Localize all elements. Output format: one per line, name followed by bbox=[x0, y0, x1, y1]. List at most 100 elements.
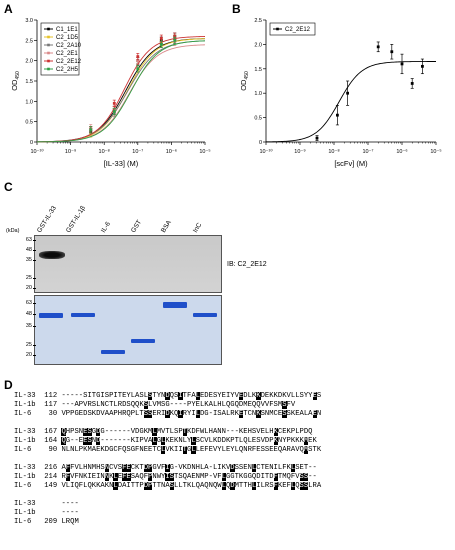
lane-label: GST-IL-1β bbox=[65, 204, 87, 234]
lane-label: InC bbox=[192, 221, 204, 234]
alignment-row: IL-6 149 VLIQFLQKKAKNLDAITTPDPTTNASLLTKL… bbox=[14, 482, 321, 491]
sequence-residues: VLIQFLQKKAKNLDAITTPDPTTNASLLTKLQAQNQWLQD… bbox=[61, 482, 322, 490]
kda-marker: 20 bbox=[25, 285, 32, 291]
x-tick-label: 10⁻⁵ bbox=[430, 148, 441, 155]
legend-marker bbox=[47, 35, 50, 39]
y-tick-label: 0 bbox=[30, 140, 33, 146]
x-axis-label: [scFv] (M) bbox=[334, 159, 368, 168]
kda-marker-tick bbox=[33, 345, 36, 346]
legend-label: C2_2E12 bbox=[285, 27, 311, 33]
data-point bbox=[173, 38, 177, 42]
sequence-name: IL-1b bbox=[14, 473, 40, 481]
kda-marker: 48 bbox=[25, 311, 32, 317]
legend-label: C2_2A10 bbox=[56, 43, 82, 49]
legend-marker bbox=[47, 67, 50, 71]
alignment-row: IL-33 112 -----SITGISPITEYLASLSTYNDQSITF… bbox=[14, 392, 321, 401]
y-tick-label: 1.0 bbox=[254, 91, 262, 97]
gel-band bbox=[39, 313, 63, 318]
legend-label: C2_1D5 bbox=[56, 35, 79, 41]
y-tick-label: 0.5 bbox=[254, 116, 262, 122]
y-tick-label: 2.5 bbox=[25, 38, 33, 44]
y-tick-label: 1.5 bbox=[254, 67, 262, 73]
kda-marker-tick bbox=[33, 303, 36, 304]
lane-label: GST-IL-33 bbox=[36, 204, 58, 234]
wb-band-gst-il33 bbox=[39, 251, 65, 259]
y-tick-label: 0 bbox=[259, 140, 262, 146]
alignment-row: IL-1b 214 RFVFNKIEINNKLEFESAQFPNWYISTSQA… bbox=[14, 473, 317, 482]
sequence-residues: ---- bbox=[61, 500, 79, 508]
alignment-row: IL-33 ---- bbox=[14, 500, 79, 509]
legend-marker bbox=[47, 59, 50, 63]
kda-marker: 25 bbox=[25, 342, 32, 348]
legend-label: C1_1E1 bbox=[56, 27, 78, 33]
sequence-name: IL-6 bbox=[14, 518, 40, 526]
data-point bbox=[400, 62, 404, 66]
sequence-name: IL-1b bbox=[14, 509, 40, 517]
sequence-start bbox=[40, 500, 62, 508]
data-point bbox=[136, 55, 140, 58]
sequence-residues: AFFVLHNMHSNCVSFECKTDPGVFIG-VKDNHLA-LIKVD… bbox=[61, 464, 317, 472]
kda-marker-tick bbox=[33, 288, 36, 289]
kda-marker-tick bbox=[33, 326, 36, 327]
panel-label-d: D bbox=[4, 378, 13, 392]
sequence-start: 149 bbox=[39, 482, 62, 490]
kda-label: (kDa) bbox=[6, 228, 20, 234]
x-axis-label: [IL-33] (M) bbox=[104, 159, 139, 168]
alignment-row: IL-6 209 LRQM bbox=[14, 518, 79, 527]
panel-label-b: B bbox=[232, 2, 241, 16]
sequence-start: 117 bbox=[39, 401, 62, 409]
x-tick-label: 10⁻⁹ bbox=[65, 148, 76, 155]
gel-band bbox=[131, 339, 155, 343]
x-tick-label: 10⁻⁷ bbox=[362, 148, 373, 155]
data-point bbox=[112, 101, 116, 105]
sequence-name: IL-1b bbox=[14, 401, 40, 409]
y-tick-label: 3.0 bbox=[25, 18, 33, 24]
sequence-residues: NLNLPKMAEKDGCFQSGFNEETCLVKIITGLLEFEVYLEY… bbox=[61, 446, 322, 454]
y-tick-label: 2.5 bbox=[254, 18, 262, 24]
kda-marker: 25 bbox=[25, 275, 32, 281]
chart-a: 10⁻¹⁰ 10⁻⁹ 10⁻⁸ 10⁻⁷ 10⁻⁶ 10⁻⁵ 0 0.5 1.0 1.5 2.0 2.… bbox=[10, 18, 211, 168]
sequence-name: IL-33 bbox=[14, 392, 40, 400]
alignment-row: IL-6 90 NLNLPKMAEKDGCFQSGFNEETCLVKIITGLL… bbox=[14, 446, 321, 455]
legend-box bbox=[269, 22, 316, 36]
x-tick-label: 10⁻⁸ bbox=[99, 148, 110, 155]
kda-marker-tick bbox=[33, 278, 36, 279]
sequence-residues: -----SITGISPITEYLASLSTYNDQSITFALEDESYEIY… bbox=[61, 392, 322, 400]
sequence-residues: LRQM bbox=[61, 518, 79, 526]
blot-panel: (kDa) GST-IL-33 GST-IL-1β IL-6 GST BSA InC 63… bbox=[0, 185, 455, 375]
legend-box bbox=[40, 22, 80, 76]
kda-marker: 20 bbox=[25, 352, 32, 358]
y-tick-label: 1.5 bbox=[25, 79, 33, 85]
data-point bbox=[136, 67, 140, 71]
sequence-start: 164 bbox=[39, 437, 62, 445]
sequence-alignment: IL-33 112 -----SITGISPITEYLASLSTYNDQSITF… bbox=[14, 392, 454, 550]
y-tick-label: 0.5 bbox=[25, 120, 33, 126]
legend-marker bbox=[47, 43, 50, 47]
x-tick-label: 10⁻¹⁰ bbox=[30, 148, 44, 155]
kda-marker-tick bbox=[33, 250, 36, 251]
data-point bbox=[410, 82, 414, 85]
data-point bbox=[112, 110, 116, 113]
data-point bbox=[390, 50, 394, 54]
chart-b: 10⁻¹⁰ 10⁻⁹ 10⁻⁸ 10⁻⁷ 10⁻⁶ 10⁻⁵ 0 0.5 1.0 1.5 2.0 2.… bbox=[239, 18, 442, 168]
alignment-row: IL-6 30 VPPGEDSKDVAAPHRQPLTSSERIDKQIRYIL… bbox=[14, 410, 321, 419]
panel-label-a: A bbox=[4, 2, 13, 16]
alignment-row: IL-33 167 QHPSNESGDG------VDGKMLMVTLSPTK… bbox=[14, 428, 313, 437]
western-blot-image bbox=[34, 235, 222, 293]
lane-label: BSA bbox=[160, 219, 173, 234]
data-point bbox=[346, 91, 349, 95]
kda-marker-tick bbox=[33, 355, 36, 356]
sequence-name: IL-1b bbox=[14, 437, 40, 445]
alignment-row: IL-33 216 AFFVLHNMHSNCVSFECKTDPGVFIG-VKD… bbox=[14, 464, 317, 473]
gel-band bbox=[71, 313, 95, 317]
x-tick-label: 10⁻⁵ bbox=[199, 148, 210, 155]
sequence-residues: VPPGEDSKDVAAPHRQPLTSSERIDKQIRYILDG-ISALR… bbox=[61, 410, 322, 418]
data-point bbox=[421, 64, 424, 68]
y-axis-label: OD450 bbox=[10, 71, 21, 91]
kda-marker: 63 bbox=[25, 237, 32, 243]
data-point bbox=[336, 113, 339, 117]
kda-marker-tick bbox=[33, 260, 36, 261]
sequence-start: 90 bbox=[39, 446, 62, 454]
data-point bbox=[376, 45, 380, 49]
sequence-residues: RFVFNKIEINNKLEFESAQFPNWYISTSQAENMP-VFLGG… bbox=[61, 473, 317, 481]
